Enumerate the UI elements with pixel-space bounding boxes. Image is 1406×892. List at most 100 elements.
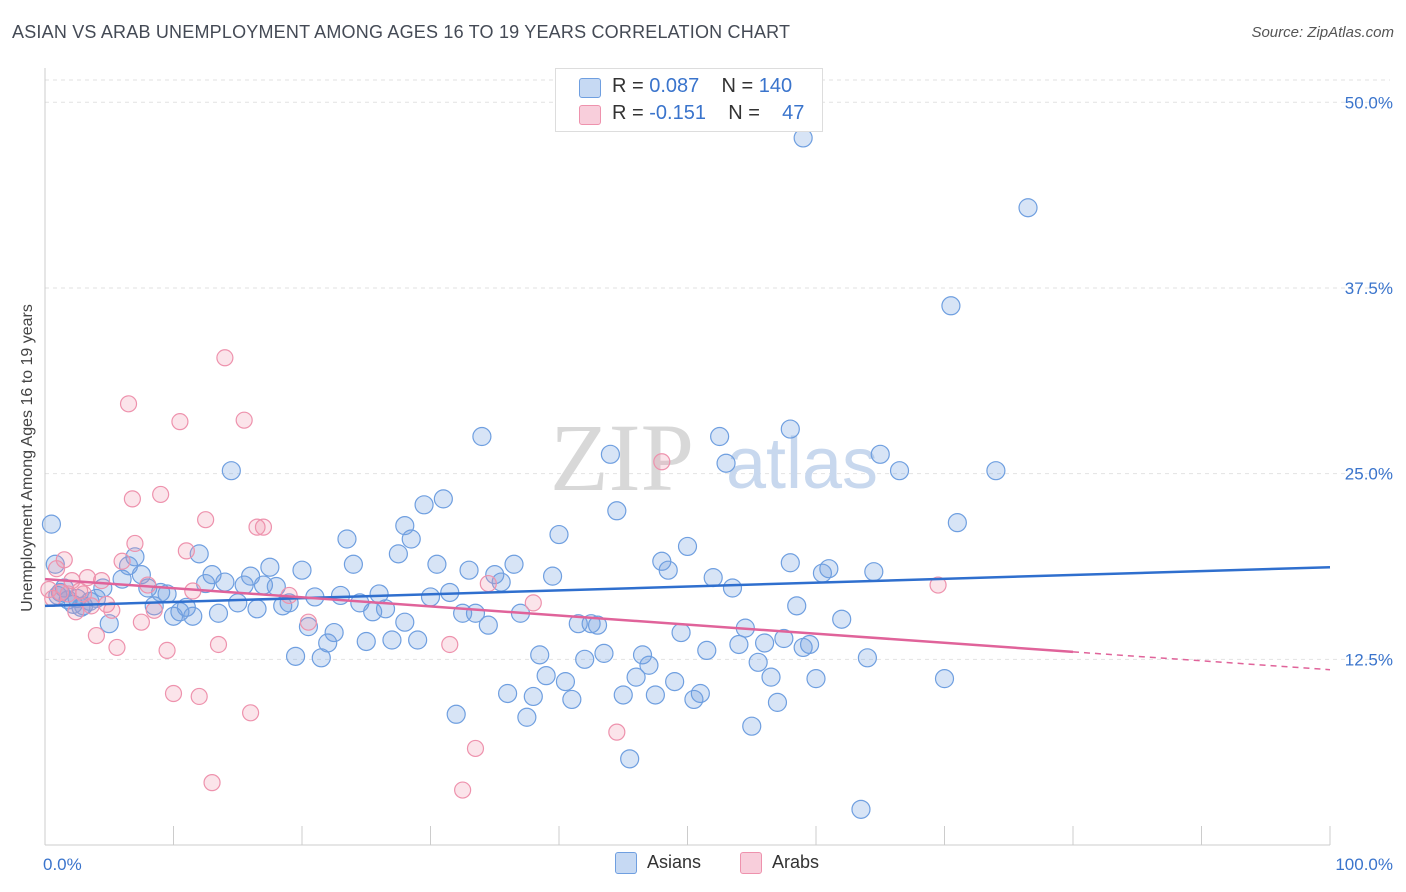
series-asians [41,104,1038,819]
asian-point [478,615,498,635]
asian-point [318,633,338,653]
asian-point [832,609,852,629]
arab-point [132,613,150,631]
asian-point [600,444,621,464]
asian-point [41,514,62,534]
legend-row-asians: R = 0.087 N = 140 [556,75,822,101]
asian-point [658,560,678,580]
legend-row-arabs: R = -0.151 N = 47 [556,102,822,128]
asian-point [395,516,415,536]
x-tick-label: 100.0% [1335,855,1393,874]
asian-point [780,553,800,573]
axes [44,68,1331,846]
arab-point [177,542,195,560]
y-tick-label: 37.5% [1345,279,1393,298]
arab-point [190,687,208,706]
arab-point [242,704,260,722]
n-label: N = [721,75,754,97]
y-tick-labels: 12.5% 25.0% 37.5% 50.0% [1345,93,1393,669]
arab-point [466,739,485,758]
legend-label-asians: Asians [647,852,702,872]
asian-point [626,667,646,687]
asian-point [446,704,466,724]
asian-point [697,640,717,661]
asian-point [99,614,119,634]
asian-point [337,529,357,549]
asian-point [947,513,967,533]
asian-point [632,645,653,665]
asian-point [774,628,794,649]
asian-point [183,606,203,626]
y-tick-label: 25.0% [1345,465,1393,484]
asian-point [45,554,65,574]
asian-point [857,648,878,668]
asian-point [799,634,820,655]
asian-point [356,631,376,652]
asian-point [716,453,736,473]
arab-point [216,349,234,367]
arab-point [608,723,626,741]
asian-point [292,560,312,580]
asian-point [215,572,235,592]
trend-line-arabs-extension [1072,651,1331,671]
asian-point [530,645,550,665]
legend-swatch-arabs [740,852,762,874]
legend-swatch-asians [579,78,601,98]
arab-point [653,453,671,471]
trend-line-asians [44,565,1331,608]
asian-point [934,669,955,689]
asian-point [330,585,351,606]
arab-point [441,635,459,654]
asian-point [542,566,563,586]
arab-point [203,774,221,792]
asian-point [388,544,408,564]
watermark-atlas: atlas [726,424,878,504]
arab-point [248,518,266,536]
arab-point [454,781,472,799]
arab-point [479,574,497,593]
asian-point [298,617,319,637]
asian-point [382,630,402,650]
asian-point [703,568,723,588]
arab-point [209,635,228,654]
asian-point [639,655,659,675]
asian-point [504,554,524,574]
asian-point [787,596,807,616]
x-tick-labels: 0.0% 100.0% [43,855,1393,874]
arab-point [254,518,273,536]
arab-point [524,594,542,612]
arab-point [55,551,73,569]
arab-point [145,601,163,619]
asian-point [722,578,743,598]
asian-point [780,419,800,439]
asian-point [587,615,608,635]
asian-point [208,603,229,623]
trend-line-arabs [44,577,1074,654]
asian-point [645,685,665,705]
arab-point [158,641,176,660]
asian-point [285,646,306,666]
r-value-arabs: -0.151 [649,102,706,124]
n-label: N = [728,102,760,124]
n-value-asians: 140 [758,75,793,97]
asian-point [433,489,453,509]
series-arabs [40,349,947,799]
watermark: ZIP atlas [550,404,878,511]
arab-point [197,511,215,529]
asian-point [806,669,826,689]
arab-point [108,638,126,657]
arab-point [929,576,947,594]
asian-point [864,562,884,582]
asian-point [414,495,434,515]
legend-swatch-asians [615,852,637,874]
trend-lines [44,565,1331,671]
watermark-zip: ZIP [550,404,694,511]
asian-point [228,593,248,613]
asian-point [754,633,775,653]
asian-point [498,683,518,704]
arab-point [119,395,138,413]
arab-point [235,411,253,429]
asian-point [851,799,871,819]
asian-point [594,643,614,663]
